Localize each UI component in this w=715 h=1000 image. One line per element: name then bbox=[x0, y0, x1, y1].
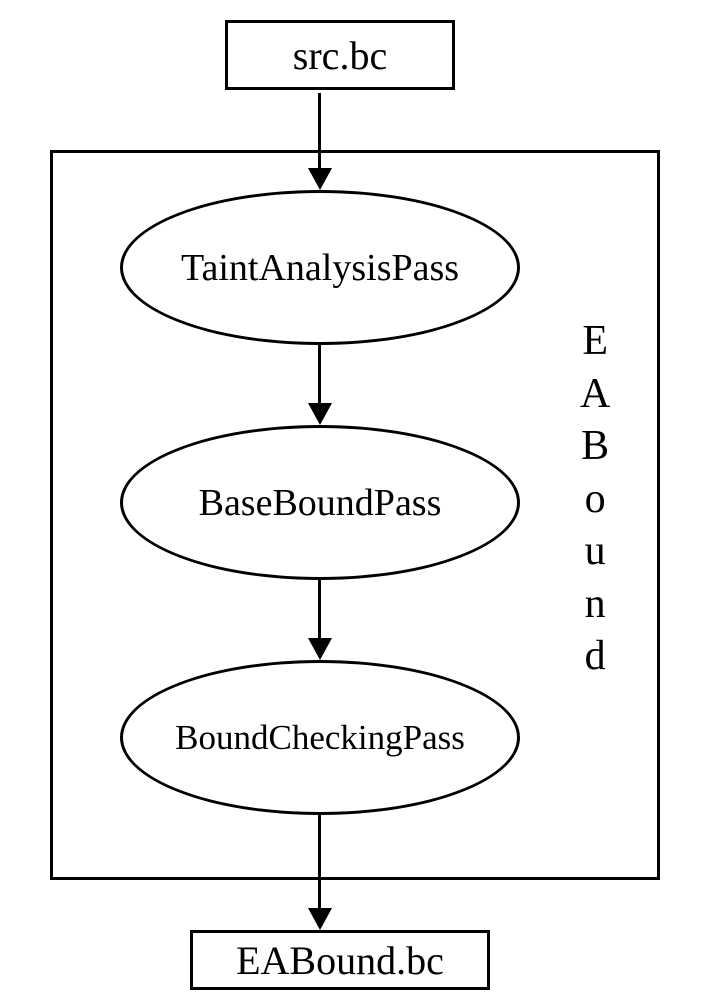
pass2-label: BaseBoundPass bbox=[199, 481, 442, 525]
pass2-node: BaseBoundPass bbox=[120, 425, 520, 580]
input-label: src.bc bbox=[293, 32, 387, 79]
container-label-char: B bbox=[580, 420, 610, 473]
container-label-char: u bbox=[580, 525, 610, 578]
container-label-char: o bbox=[580, 473, 610, 526]
output-label: EABound.bc bbox=[236, 937, 444, 984]
pass1-node: TaintAnalysisPass bbox=[120, 190, 520, 345]
container-label: E A B o u n d bbox=[580, 315, 610, 683]
output-node: EABound.bc bbox=[190, 930, 490, 990]
pass1-label: TaintAnalysisPass bbox=[181, 246, 459, 290]
container-label-char: d bbox=[580, 630, 610, 683]
diagram-container: src.bc E A B o u n d TaintAnalysisPass B… bbox=[0, 0, 715, 1000]
container-label-char: n bbox=[580, 578, 610, 631]
pass3-node: BoundCheckingPass bbox=[120, 660, 520, 815]
container-label-char: A bbox=[580, 368, 610, 421]
pass3-label: BoundCheckingPass bbox=[175, 718, 465, 758]
container-label-char: E bbox=[580, 315, 610, 368]
input-node: src.bc bbox=[225, 20, 455, 90]
